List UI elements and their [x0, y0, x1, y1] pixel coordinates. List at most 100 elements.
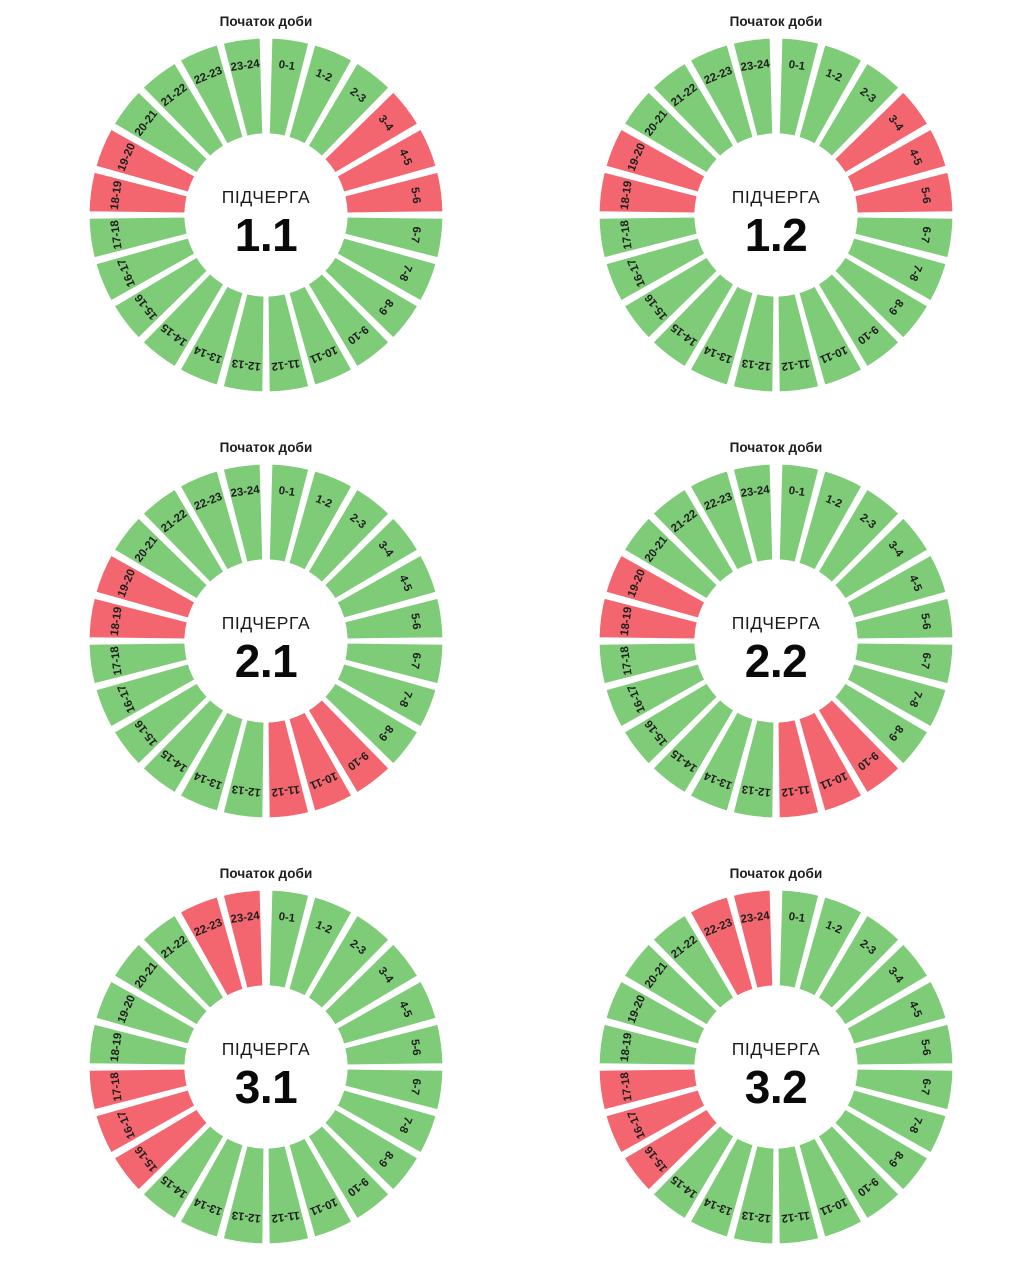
- hour-segment[interactable]: [650, 270, 737, 370]
- hour-segment[interactable]: [596, 214, 701, 261]
- hour-segment[interactable]: [621, 680, 721, 767]
- hour-segment[interactable]: [220, 887, 266, 992]
- hour-segment[interactable]: [730, 887, 776, 992]
- hour-segment[interactable]: [286, 1135, 355, 1240]
- hour-segment[interactable]: [650, 1122, 737, 1222]
- hour-segment[interactable]: [86, 640, 191, 687]
- hour-segment[interactable]: [220, 1142, 267, 1247]
- hour-segment[interactable]: [305, 270, 392, 370]
- hour-segment[interactable]: [140, 696, 227, 796]
- hour-segment[interactable]: [650, 696, 737, 796]
- hour-segment[interactable]: [286, 468, 355, 573]
- hour-segment[interactable]: [776, 887, 822, 992]
- hour-segment[interactable]: [266, 35, 312, 140]
- hour-segment[interactable]: [596, 640, 701, 687]
- hour-segment[interactable]: [86, 169, 191, 216]
- hour-segment[interactable]: [93, 1087, 198, 1156]
- hour-segment[interactable]: [844, 235, 949, 304]
- hour-segment[interactable]: [831, 515, 931, 602]
- hour-segment[interactable]: [305, 486, 392, 586]
- hour-segment[interactable]: [220, 461, 266, 566]
- hour-segment[interactable]: [621, 515, 721, 602]
- hour-segment[interactable]: [851, 1021, 956, 1068]
- hour-segment[interactable]: [687, 468, 756, 573]
- hour-segment[interactable]: [687, 894, 756, 999]
- hour-segment[interactable]: [86, 1066, 191, 1113]
- hour-segment[interactable]: [341, 640, 446, 687]
- hour-segment[interactable]: [177, 283, 246, 388]
- hour-segment[interactable]: [111, 89, 211, 176]
- hour-segment[interactable]: [815, 696, 902, 796]
- hour-segment[interactable]: [305, 696, 392, 796]
- hour-segment[interactable]: [321, 941, 421, 1028]
- hour-segment[interactable]: [796, 42, 865, 147]
- hour-segment[interactable]: [815, 486, 902, 586]
- hour-segment[interactable]: [796, 468, 865, 573]
- hour-segment[interactable]: [730, 461, 776, 566]
- hour-segment[interactable]: [775, 716, 822, 821]
- hour-segment[interactable]: [603, 235, 708, 304]
- hour-segment[interactable]: [334, 235, 439, 304]
- hour-segment[interactable]: [286, 283, 355, 388]
- hour-segment[interactable]: [596, 169, 701, 216]
- hour-segment[interactable]: [93, 235, 198, 304]
- hour-segment[interactable]: [86, 214, 191, 261]
- hour-segment[interactable]: [730, 35, 776, 140]
- hour-segment[interactable]: [321, 680, 421, 767]
- hour-segment[interactable]: [220, 716, 267, 821]
- hour-segment[interactable]: [140, 486, 227, 586]
- hour-segment[interactable]: [730, 716, 777, 821]
- hour-segment[interactable]: [140, 1122, 227, 1222]
- hour-segment[interactable]: [111, 1106, 211, 1193]
- hour-segment[interactable]: [140, 270, 227, 370]
- hour-segment[interactable]: [730, 1142, 777, 1247]
- hour-segment[interactable]: [286, 709, 355, 814]
- hour-segment[interactable]: [650, 912, 737, 1012]
- hour-segment[interactable]: [341, 595, 446, 642]
- hour-segment[interactable]: [730, 290, 777, 395]
- hour-segment[interactable]: [93, 661, 198, 730]
- hour-segment[interactable]: [93, 552, 198, 621]
- hour-segment[interactable]: [596, 1066, 701, 1113]
- hour-segment[interactable]: [776, 461, 822, 566]
- hour-segment[interactable]: [603, 126, 708, 195]
- hour-segment[interactable]: [650, 486, 737, 586]
- hour-segment[interactable]: [140, 912, 227, 1012]
- hour-segment[interactable]: [815, 270, 902, 370]
- hour-segment[interactable]: [265, 716, 312, 821]
- hour-segment[interactable]: [266, 887, 312, 992]
- hour-segment[interactable]: [851, 1066, 956, 1113]
- hour-segment[interactable]: [86, 1021, 191, 1068]
- hour-segment[interactable]: [265, 290, 312, 395]
- hour-segment[interactable]: [265, 1142, 312, 1247]
- hour-segment[interactable]: [831, 1106, 931, 1193]
- hour-segment[interactable]: [177, 468, 246, 573]
- hour-segment[interactable]: [687, 42, 756, 147]
- hour-segment[interactable]: [321, 254, 421, 341]
- hour-segment[interactable]: [844, 661, 949, 730]
- hour-segment[interactable]: [321, 89, 421, 176]
- hour-segment[interactable]: [621, 1106, 721, 1193]
- hour-segment[interactable]: [111, 515, 211, 602]
- hour-segment[interactable]: [844, 1087, 949, 1156]
- hour-segment[interactable]: [603, 1087, 708, 1156]
- hour-segment[interactable]: [796, 709, 865, 814]
- hour-segment[interactable]: [775, 1142, 822, 1247]
- hour-segment[interactable]: [851, 640, 956, 687]
- hour-segment[interactable]: [341, 1066, 446, 1113]
- hour-segment[interactable]: [603, 978, 708, 1047]
- hour-segment[interactable]: [321, 515, 421, 602]
- hour-segment[interactable]: [831, 680, 931, 767]
- hour-segment[interactable]: [851, 169, 956, 216]
- hour-segment[interactable]: [596, 595, 701, 642]
- hour-segment[interactable]: [815, 1122, 902, 1222]
- hour-segment[interactable]: [220, 35, 266, 140]
- hour-segment[interactable]: [321, 1106, 421, 1193]
- hour-segment[interactable]: [111, 254, 211, 341]
- hour-segment[interactable]: [111, 680, 211, 767]
- hour-segment[interactable]: [177, 42, 246, 147]
- hour-segment[interactable]: [796, 283, 865, 388]
- hour-segment[interactable]: [341, 169, 446, 216]
- hour-segment[interactable]: [177, 1135, 246, 1240]
- hour-segment[interactable]: [687, 283, 756, 388]
